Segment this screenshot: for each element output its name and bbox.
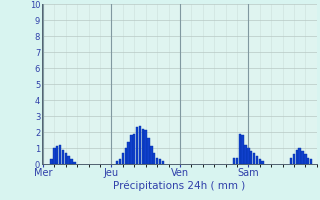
Bar xyxy=(250,151,252,164)
Bar xyxy=(153,153,156,164)
Bar xyxy=(293,154,295,164)
Bar xyxy=(253,153,255,164)
Bar xyxy=(304,154,307,164)
Bar xyxy=(150,146,153,164)
Bar xyxy=(116,161,118,164)
Bar xyxy=(122,153,124,164)
Bar xyxy=(299,148,301,164)
Bar xyxy=(139,126,141,164)
Bar xyxy=(73,162,76,164)
Bar xyxy=(290,158,292,164)
X-axis label: Précipitations 24h ( mm ): Précipitations 24h ( mm ) xyxy=(113,181,245,191)
Bar xyxy=(233,158,235,164)
Bar xyxy=(65,153,67,164)
Bar xyxy=(62,150,64,164)
Bar xyxy=(56,146,59,164)
Bar xyxy=(256,156,258,164)
Bar xyxy=(124,148,127,164)
Bar xyxy=(144,130,147,164)
Bar xyxy=(307,158,309,164)
Bar xyxy=(136,127,138,164)
Bar xyxy=(310,159,312,164)
Bar xyxy=(50,159,53,164)
Bar xyxy=(242,135,244,164)
Bar xyxy=(156,158,158,164)
Bar xyxy=(130,135,133,164)
Bar xyxy=(127,142,130,164)
Bar xyxy=(119,159,121,164)
Bar xyxy=(236,158,238,164)
Bar xyxy=(301,151,304,164)
Bar xyxy=(70,159,73,164)
Bar xyxy=(133,134,135,164)
Bar xyxy=(159,159,161,164)
Bar xyxy=(68,156,70,164)
Bar xyxy=(259,159,261,164)
Bar xyxy=(53,148,56,164)
Bar xyxy=(244,145,247,164)
Bar xyxy=(142,129,144,164)
Bar xyxy=(247,148,250,164)
Bar xyxy=(147,138,150,164)
Bar xyxy=(261,161,264,164)
Bar xyxy=(162,161,164,164)
Bar xyxy=(59,145,61,164)
Bar xyxy=(296,150,298,164)
Bar xyxy=(239,134,241,164)
